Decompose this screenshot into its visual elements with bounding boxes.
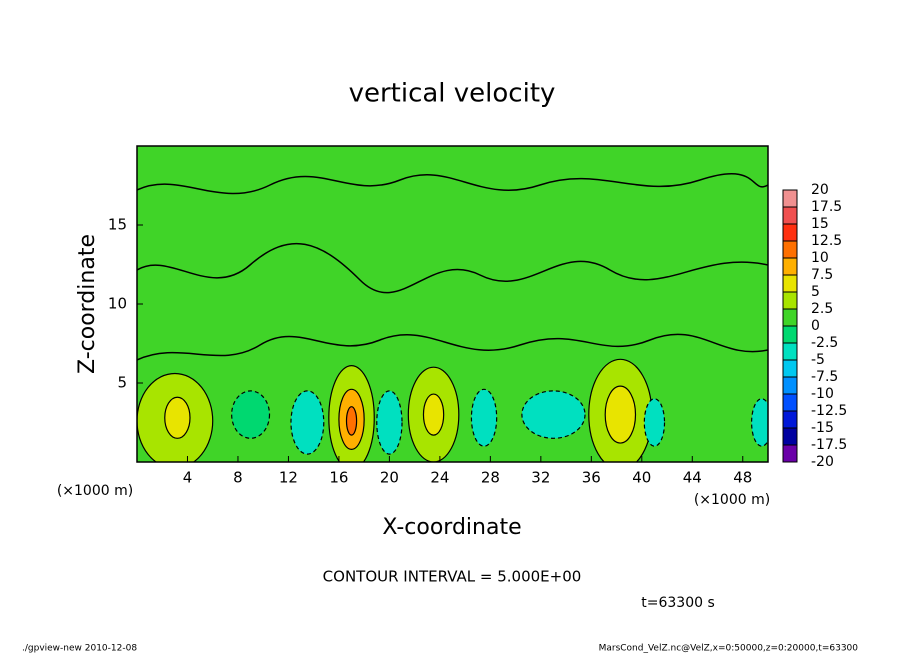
colorbar-band — [783, 292, 797, 309]
colorbar-label: -10 — [811, 386, 834, 402]
colorbar-band — [783, 326, 797, 343]
field-feature — [643, 398, 666, 447]
field-feature — [290, 390, 325, 455]
x-tick-label: 16 — [329, 469, 348, 487]
colorbar-band — [783, 411, 797, 428]
y-axis-label: Z-coordinate — [75, 234, 100, 374]
field-feature — [164, 396, 191, 439]
colorbar-band — [783, 428, 797, 445]
x-tick-label: 36 — [582, 469, 601, 487]
x-tick-label: 24 — [430, 469, 449, 487]
contour-note: CONTOUR INTERVAL = 5.000E+00 — [323, 568, 582, 586]
x-tick-label: 48 — [733, 469, 752, 487]
colorbar-band — [783, 309, 797, 326]
chart-title: vertical velocity — [349, 79, 556, 109]
y-tick-label: 10 — [108, 295, 127, 313]
x-tick-label: 4 — [183, 469, 193, 487]
x-tick-label: 20 — [380, 469, 399, 487]
colorbar-band — [783, 343, 797, 360]
x-tick-label: 8 — [233, 469, 243, 487]
colorbar-label: -20 — [811, 454, 834, 470]
colorbar-band — [783, 394, 797, 411]
colorbar-label: -7.5 — [811, 369, 838, 385]
field-feature — [376, 390, 403, 455]
x-tick-label: 28 — [481, 469, 500, 487]
colorbar-label: 7.5 — [811, 267, 833, 283]
x-tick-label: 44 — [683, 469, 702, 487]
colorbar-label: 20 — [811, 182, 829, 198]
colorbar-band — [783, 190, 797, 207]
colorbar-band — [783, 275, 797, 292]
colorbar-band — [783, 377, 797, 394]
contour-line — [137, 333, 768, 361]
colorbar-label: 12.5 — [811, 233, 842, 249]
field-feature — [521, 390, 586, 439]
colorbar-label: -17.5 — [811, 437, 847, 453]
field-feature — [604, 385, 637, 444]
y-tick-label: 5 — [117, 374, 127, 392]
field-feature — [231, 390, 271, 439]
x-tick-label: 40 — [632, 469, 651, 487]
colorbar-label: -2.5 — [811, 335, 838, 351]
colorbar-band — [783, 445, 797, 462]
colorbar-band — [783, 258, 797, 275]
colorbar-band — [783, 207, 797, 224]
colorbar-label: -5 — [811, 352, 825, 368]
footer-right: MarsCond_VelZ.nc@VelZ,x=0:50000,z=0:2000… — [599, 644, 859, 654]
x-tick-label: 12 — [279, 469, 298, 487]
contour-line — [137, 173, 768, 195]
colorbar-label: 15 — [811, 216, 829, 232]
colorbar-label: -12.5 — [811, 403, 847, 419]
field-feature — [345, 406, 358, 436]
x-unit: (×1000 m) — [694, 492, 770, 508]
field-feature — [422, 393, 445, 436]
y-unit: (×1000 m) — [57, 483, 133, 499]
field-feature — [750, 398, 768, 447]
contour-line — [137, 242, 768, 294]
footer-left: ./gpview-new 2010-12-08 — [22, 644, 137, 654]
colorbar-label: 5 — [811, 284, 820, 300]
colorbar-label: 10 — [811, 250, 829, 266]
field — [137, 173, 768, 462]
colorbar-label: -15 — [811, 420, 834, 436]
colorbar-band — [783, 241, 797, 258]
colorbar-band — [783, 360, 797, 377]
field-feature — [470, 388, 498, 447]
x-tick-label: 32 — [531, 469, 550, 487]
time-note: t=63300 s — [641, 595, 715, 611]
colorbar-band — [783, 224, 797, 241]
colorbar-label: 17.5 — [811, 199, 842, 215]
x-axis-label: X-coordinate — [382, 515, 521, 540]
colorbar-label: 2.5 — [811, 301, 833, 317]
colorbar-label: 0 — [811, 318, 820, 334]
y-tick-label: 15 — [108, 216, 127, 234]
